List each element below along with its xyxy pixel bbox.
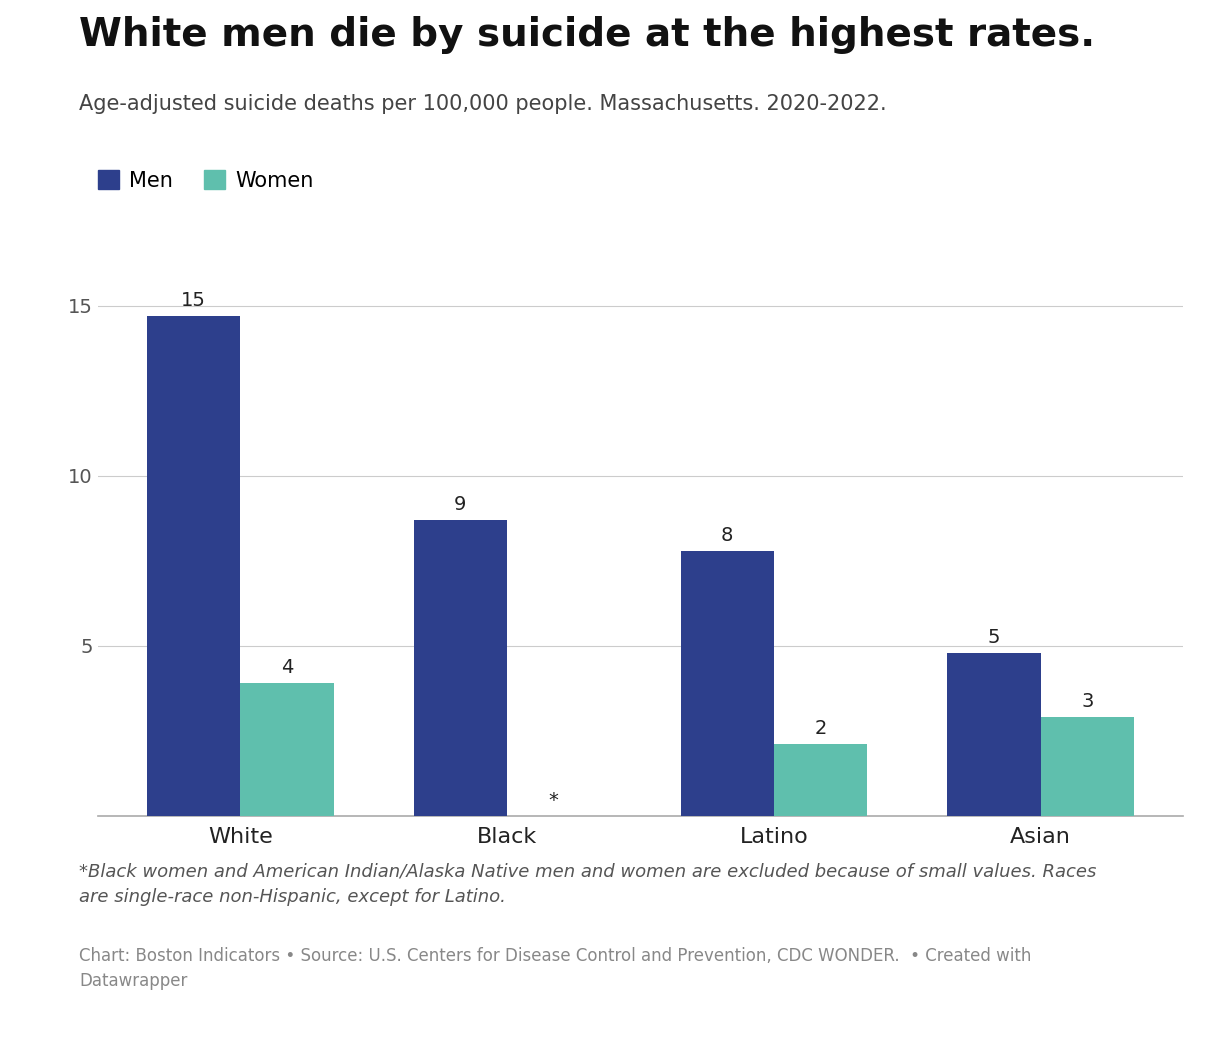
Text: 15: 15 bbox=[182, 291, 206, 310]
Text: *Black women and American Indian/Alaska Native men and women are excluded becaus: *Black women and American Indian/Alaska … bbox=[79, 863, 1097, 906]
Text: Age-adjusted suicide deaths per 100,000 people. Massachusetts. 2020-2022.: Age-adjusted suicide deaths per 100,000 … bbox=[79, 94, 887, 114]
Text: *: * bbox=[549, 791, 559, 810]
Text: 2: 2 bbox=[815, 720, 827, 738]
Bar bbox=[773, 745, 867, 816]
Bar bbox=[414, 520, 508, 816]
Text: Chart: Boston Indicators • Source: U.S. Centers for Disease Control and Preventi: Chart: Boston Indicators • Source: U.S. … bbox=[79, 947, 1032, 990]
Text: White men die by suicide at the highest rates.: White men die by suicide at the highest … bbox=[79, 16, 1096, 53]
Text: 9: 9 bbox=[454, 495, 466, 514]
Bar bbox=[1041, 718, 1135, 816]
Bar bbox=[947, 653, 1041, 816]
Text: 4: 4 bbox=[281, 658, 293, 677]
Text: 8: 8 bbox=[721, 525, 733, 545]
Bar bbox=[240, 683, 334, 816]
Bar bbox=[681, 550, 773, 816]
Legend: Men, Women: Men, Women bbox=[90, 162, 322, 199]
Bar bbox=[146, 316, 240, 816]
Text: 3: 3 bbox=[1081, 692, 1093, 711]
Text: 5: 5 bbox=[988, 628, 1000, 646]
